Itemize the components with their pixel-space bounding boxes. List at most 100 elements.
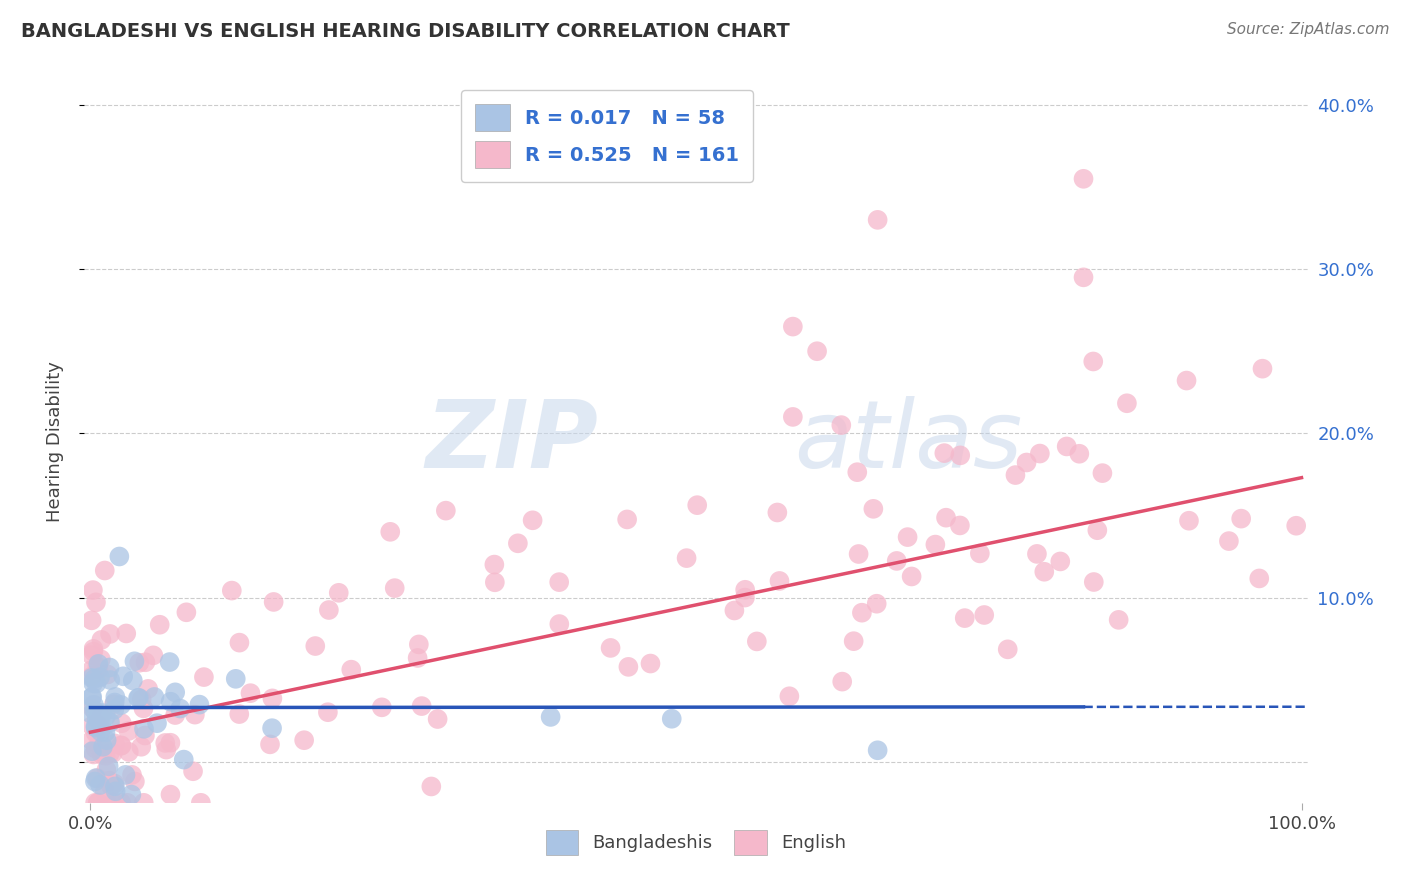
Point	[132, 796, 155, 810]
Point	[86, 676, 108, 690]
Point	[173, 753, 195, 767]
Point	[80, 648, 103, 663]
Point	[80, 663, 103, 677]
Point	[124, 774, 146, 789]
Point	[149, 617, 172, 632]
Point	[384, 581, 406, 595]
Point	[86, 712, 108, 726]
Point	[304, 639, 326, 653]
Point	[159, 736, 181, 750]
Point	[1004, 468, 1026, 483]
Point	[328, 586, 350, 600]
Point	[176, 605, 198, 619]
Point	[142, 648, 165, 663]
Point	[86, 717, 108, 731]
Text: ZIP: ZIP	[425, 395, 598, 488]
Text: atlas: atlas	[794, 396, 1022, 487]
Point	[1175, 374, 1198, 388]
Point	[862, 501, 884, 516]
Point	[87, 796, 110, 810]
Point	[239, 686, 262, 700]
Point	[1108, 613, 1130, 627]
Point	[734, 582, 756, 597]
Point	[1230, 511, 1253, 525]
Point	[114, 768, 136, 782]
Point	[127, 690, 149, 705]
Point	[84, 726, 107, 740]
Point	[1083, 574, 1105, 589]
Point	[190, 796, 212, 810]
Point	[924, 538, 946, 552]
Point	[831, 674, 853, 689]
Point	[112, 669, 135, 683]
Point	[108, 549, 131, 564]
Point	[80, 671, 103, 685]
Point	[340, 663, 363, 677]
Point	[98, 673, 121, 687]
Point	[134, 655, 156, 669]
Point	[80, 613, 103, 627]
Point	[87, 662, 110, 676]
Point	[617, 660, 640, 674]
Point	[1073, 171, 1095, 186]
Point	[1091, 466, 1114, 480]
Point	[104, 696, 127, 710]
Point	[94, 709, 117, 723]
Point	[406, 651, 429, 665]
Point	[1178, 514, 1201, 528]
Point	[159, 655, 181, 669]
Point	[100, 780, 122, 794]
Point	[1073, 270, 1095, 285]
Point	[830, 418, 852, 433]
Point	[84, 721, 107, 735]
Point	[969, 546, 991, 560]
Point	[124, 654, 146, 668]
Point	[101, 746, 124, 760]
Point	[548, 575, 571, 590]
Point	[866, 212, 889, 227]
Point	[165, 685, 187, 699]
Point	[897, 530, 920, 544]
Point	[1069, 447, 1091, 461]
Point	[745, 634, 768, 648]
Point	[84, 720, 107, 734]
Point	[221, 583, 243, 598]
Point	[86, 771, 108, 785]
Point	[973, 607, 995, 622]
Point	[131, 692, 153, 706]
Point	[84, 796, 107, 810]
Y-axis label: Hearing Disability: Hearing Disability	[45, 361, 63, 522]
Point	[734, 591, 756, 605]
Point	[80, 690, 103, 705]
Point	[96, 796, 118, 810]
Point	[292, 733, 315, 747]
Point	[82, 583, 104, 598]
Point	[94, 725, 117, 739]
Point	[104, 736, 127, 750]
Point	[949, 518, 972, 533]
Point	[484, 558, 506, 572]
Point	[103, 697, 125, 711]
Point	[661, 712, 683, 726]
Point	[842, 634, 865, 648]
Point	[104, 796, 127, 810]
Point	[98, 660, 121, 674]
Point	[90, 711, 112, 725]
Point	[484, 575, 506, 590]
Point	[616, 512, 638, 526]
Text: BANGLADESHI VS ENGLISH HEARING DISABILITY CORRELATION CHART: BANGLADESHI VS ENGLISH HEARING DISABILIT…	[21, 22, 790, 41]
Point	[169, 701, 191, 715]
Point	[262, 691, 284, 706]
Point	[1026, 547, 1049, 561]
Point	[782, 409, 804, 424]
Point	[1056, 439, 1078, 453]
Point	[82, 702, 104, 716]
Point	[228, 707, 250, 722]
Point	[111, 716, 134, 731]
Point	[1285, 518, 1308, 533]
Point	[80, 669, 103, 683]
Point	[94, 784, 117, 798]
Point	[82, 641, 104, 656]
Point	[98, 773, 121, 788]
Point	[851, 606, 873, 620]
